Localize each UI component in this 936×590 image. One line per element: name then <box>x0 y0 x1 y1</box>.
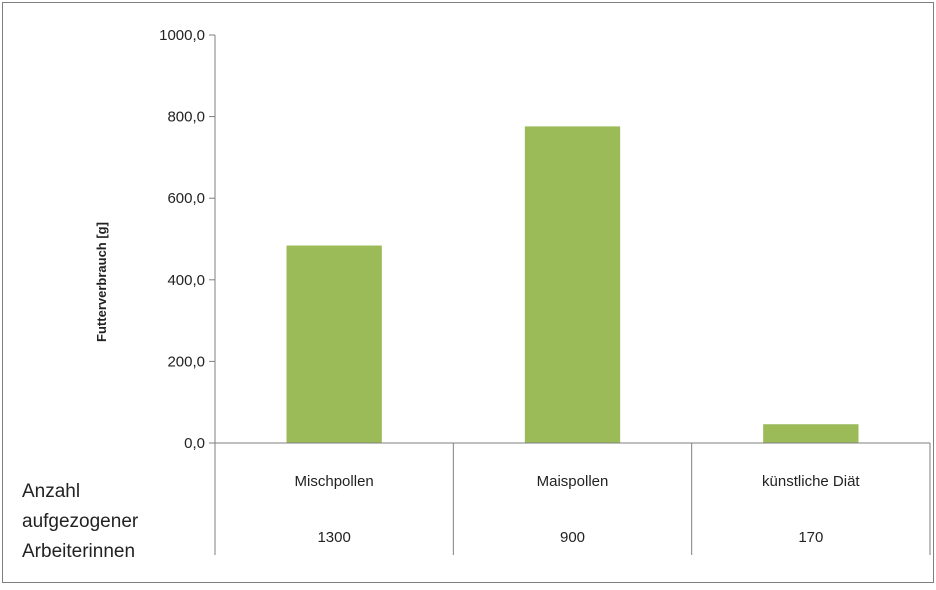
y-axis: 0,0 200,0 400,0 600,0 800,0 1000,0 <box>159 27 216 452</box>
y-axis-label: Futterverbrauch [g] <box>94 222 109 342</box>
bar-1 <box>286 245 382 443</box>
y-tick-label: 400,0 <box>167 272 205 289</box>
bar-3 <box>763 424 859 443</box>
category-label: künstliche Diät <box>762 473 860 490</box>
y-tick-label: 600,0 <box>167 190 205 207</box>
category-label: Maispollen <box>537 473 609 490</box>
row-value-label: 170 <box>798 529 823 546</box>
row-label-line: Arbeiterinnen <box>22 541 135 562</box>
row-value-label: 1300 <box>317 529 350 546</box>
row-label-line: Anzahl <box>22 481 80 502</box>
y-tick-label: 1000,0 <box>159 27 205 44</box>
y-tick-label: 0,0 <box>184 435 205 452</box>
x-axis: Mischpollen Maispollen künstliche Diät 1300… <box>22 442 931 562</box>
bars <box>286 126 859 443</box>
y-tick-label: 200,0 <box>167 353 205 370</box>
row-value-label: 900 <box>560 529 585 546</box>
category-label: Mischpollen <box>295 473 374 490</box>
bar-2 <box>524 126 621 443</box>
y-tick-label: 800,0 <box>167 109 205 126</box>
row-label-line: aufgezogener <box>22 511 139 532</box>
